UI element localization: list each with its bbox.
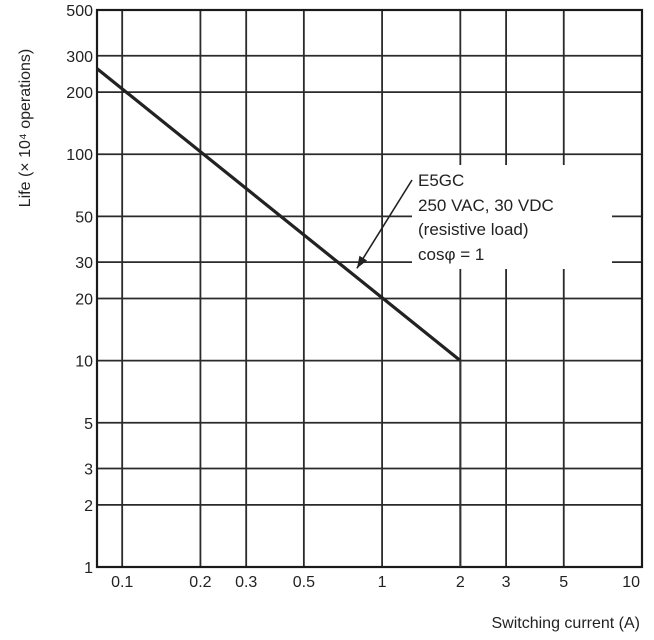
annotation: E5GC 250 VAC, 30 VDC (resistive load) co…	[356, 165, 612, 269]
y-tick-label: 3	[84, 462, 93, 479]
y-tick-label: 1	[84, 560, 93, 577]
annotation-arrowhead	[356, 255, 368, 269]
y-tick-labels: 1 2 3 5 10 20 30 50 100 200 300 500	[66, 3, 93, 577]
y-axis-label: Life (× 10⁴ operations)	[17, 49, 34, 208]
y-tick-label: 300	[66, 49, 93, 66]
y-tick-label: 5	[84, 416, 93, 433]
x-tick-label: 5	[559, 574, 568, 591]
x-tick-label: 3	[502, 574, 511, 591]
annotation-arrow	[356, 179, 413, 269]
y-tick-label: 10	[75, 354, 93, 371]
y-tick-label: 200	[66, 85, 93, 102]
series-group	[95, 67, 462, 567]
x-tick-label: 1	[378, 574, 387, 591]
x-axis-label: Switching current (A)	[492, 615, 641, 632]
y-tick-label: 50	[75, 209, 93, 226]
annotation-line-2: 250 VAC, 30 VDC	[418, 196, 554, 215]
annotation-line-3: (resistive load)	[418, 220, 529, 239]
x-tick-label: 0.3	[235, 574, 257, 591]
x-tick-label: 0.1	[111, 574, 133, 591]
x-tick-labels: 0.1 0.2 0.3 0.5 1 2 3 5 10	[111, 574, 640, 591]
y-tick-label: 30	[75, 255, 93, 272]
annotation-line-1: E5GC	[418, 171, 464, 190]
y-tick-label: 20	[75, 291, 93, 308]
x-tick-label: 10	[622, 574, 640, 591]
x-tick-label: 0.2	[189, 574, 211, 591]
series-line	[95, 67, 462, 362]
plot-frame	[95, 8, 644, 569]
y-tick-label: 500	[66, 3, 93, 20]
y-tick-label: 2	[84, 498, 93, 515]
annotation-background	[412, 165, 612, 269]
x-tick-label: 0.5	[293, 574, 315, 591]
annotation-line-4: cosφ = 1	[418, 245, 484, 264]
y-tick-label: 100	[66, 147, 93, 164]
x-tick-label: 2	[456, 574, 465, 591]
